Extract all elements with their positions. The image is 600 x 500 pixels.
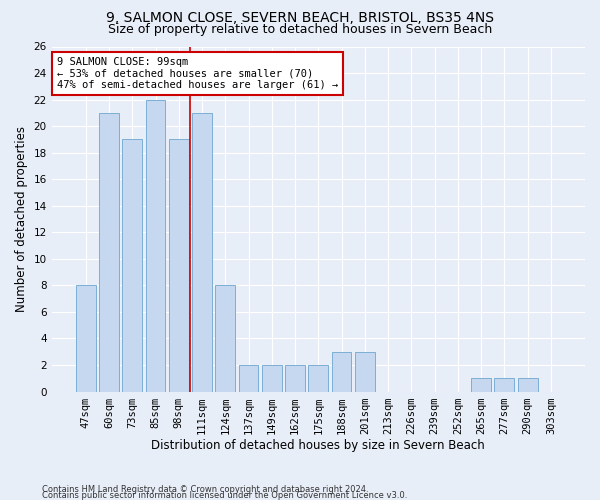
Text: 9, SALMON CLOSE, SEVERN BEACH, BRISTOL, BS35 4NS: 9, SALMON CLOSE, SEVERN BEACH, BRISTOL, … <box>106 11 494 25</box>
Bar <box>262 365 282 392</box>
Text: Contains HM Land Registry data © Crown copyright and database right 2024.: Contains HM Land Registry data © Crown c… <box>42 484 368 494</box>
Bar <box>285 365 305 392</box>
Text: 9 SALMON CLOSE: 99sqm
← 53% of detached houses are smaller (70)
47% of semi-deta: 9 SALMON CLOSE: 99sqm ← 53% of detached … <box>57 57 338 90</box>
Bar <box>308 365 328 392</box>
Bar <box>192 113 212 392</box>
Bar <box>239 365 259 392</box>
Bar <box>76 286 95 392</box>
Bar <box>355 352 375 392</box>
Bar <box>146 100 166 392</box>
Bar <box>332 352 352 392</box>
Bar <box>169 140 188 392</box>
Bar <box>215 286 235 392</box>
Bar <box>471 378 491 392</box>
Bar <box>494 378 514 392</box>
X-axis label: Distribution of detached houses by size in Severn Beach: Distribution of detached houses by size … <box>151 440 485 452</box>
Text: Size of property relative to detached houses in Severn Beach: Size of property relative to detached ho… <box>108 22 492 36</box>
Bar <box>518 378 538 392</box>
Text: Contains public sector information licensed under the Open Government Licence v3: Contains public sector information licen… <box>42 490 407 500</box>
Bar <box>122 140 142 392</box>
Bar <box>99 113 119 392</box>
Y-axis label: Number of detached properties: Number of detached properties <box>15 126 28 312</box>
